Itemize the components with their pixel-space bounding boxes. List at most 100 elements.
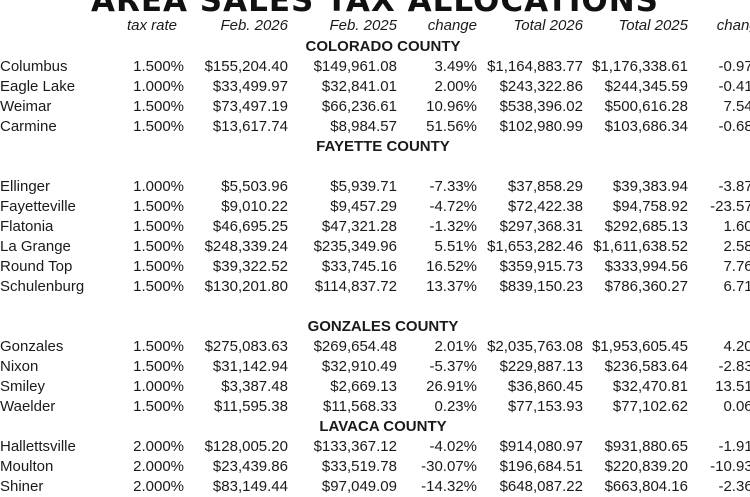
feb-2025-amount: $66,236.61 xyxy=(321,98,397,115)
tax-rate: 1.500% xyxy=(133,278,184,295)
total-2025-amount: $500,616.28 xyxy=(604,98,688,115)
total-2026-amount: $229,887.13 xyxy=(499,358,583,375)
feb-2025-amount: $97,049.09 xyxy=(321,478,397,495)
monthly-change: 10.96% xyxy=(426,98,477,115)
monthly-change: 2.01% xyxy=(434,338,477,355)
monthly-change: 2.00% xyxy=(434,78,477,95)
county-header-row: FAYETTE COUNTY xyxy=(0,137,750,157)
total-2026-amount: $648,087.22 xyxy=(499,478,583,495)
total-2026-amount: $243,322.86 xyxy=(499,78,583,95)
total-change: 6.71% xyxy=(723,278,750,295)
monthly-change: -4.02% xyxy=(429,438,477,455)
county-name: GONZALES COUNTY xyxy=(307,318,459,335)
total-change: -0.68% xyxy=(718,118,750,135)
total-2026-amount: $839,150.23 xyxy=(499,278,583,295)
tax-rate: 1.500% xyxy=(133,198,184,215)
tax-rate: 1.000% xyxy=(133,178,184,195)
city-name: Fayetteville xyxy=(0,198,76,215)
county-name: COLORADO COUNTY xyxy=(305,38,461,55)
total-2026-amount: $538,396.02 xyxy=(499,98,583,115)
county-header-row: LAVACA COUNTY xyxy=(0,417,750,437)
page-title: AREA SALES TAX ALLOCATIONS xyxy=(0,0,750,15)
total-change: -0.97% xyxy=(718,58,750,75)
total-change: 13.51% xyxy=(715,378,750,395)
monthly-change: 0.23% xyxy=(434,398,477,415)
tax-rate: 1.500% xyxy=(133,118,184,135)
feb-2026-amount: $39,322.52 xyxy=(212,258,288,275)
feb-2026-amount: $73,497.19 xyxy=(212,98,288,115)
table-row: Carmine 1.500% $13,617.74 $8,984.57 51.56% $1… xyxy=(0,117,750,137)
table-row: Eagle Lake 1.000% $33,499.97 $32,841.01 2.00… xyxy=(0,77,750,97)
feb-2026-amount: $23,439.86 xyxy=(212,458,288,475)
feb-2026-amount: $13,617.74 xyxy=(212,118,288,135)
total-change: -10.93% xyxy=(710,458,750,475)
total-change: -23.57% xyxy=(710,198,750,215)
city-name: La Grange xyxy=(0,238,71,255)
city-name: Hallettsville xyxy=(0,438,76,455)
feb-2025-amount: $33,745.16 xyxy=(321,258,397,275)
feb-2025-amount: $133,367.12 xyxy=(313,438,397,455)
total-change: 1.60% xyxy=(723,218,750,235)
total-2026-amount: $1,164,883.77 xyxy=(487,58,583,75)
tax-rate: 1.000% xyxy=(133,378,184,395)
monthly-change: -4.72% xyxy=(429,198,477,215)
tax-rate: 1.500% xyxy=(133,218,184,235)
feb-2026-amount: $3,387.48 xyxy=(221,378,288,395)
table-row: Ellinger 1.000% $5,503.96 $5,939.71 -7.33% $3… xyxy=(0,177,750,197)
city-name: Waelder xyxy=(0,398,56,415)
tax-rate: 2.000% xyxy=(133,438,184,455)
feb-2026-amount: $248,339.24 xyxy=(204,238,288,255)
total-2025-amount: $1,611,638.52 xyxy=(593,238,688,255)
total-2025-amount: $103,686.34 xyxy=(604,118,688,135)
total-2025-amount: $39,383.94 xyxy=(612,178,688,195)
total-2026-amount: $102,980.99 xyxy=(499,118,583,135)
table-row: Gonzales 1.500% $275,083.63 $269,654.48 2.01… xyxy=(0,337,750,357)
total-2025-amount: $663,804.16 xyxy=(604,478,688,495)
feb-2026-amount: $9,010.22 xyxy=(221,198,288,215)
total-2025-amount: $1,176,338.61 xyxy=(592,58,688,75)
column-header-tax-rate: tax rate xyxy=(126,17,178,34)
city-name: Weimar xyxy=(0,98,52,115)
total-2026-amount: $2,035,763.08 xyxy=(487,338,583,355)
total-change: 0.06% xyxy=(723,398,750,415)
total-2026-amount: $72,422.38 xyxy=(507,198,583,215)
table-row: Schulenburg 1.500% $130,201.80 $114,837.72 1… xyxy=(0,277,750,297)
sales-tax-table: tax rate Feb. 2026 Feb. 2025 change Tota… xyxy=(0,14,750,497)
feb-2025-amount: $5,939.71 xyxy=(330,178,397,195)
monthly-change: 16.52% xyxy=(426,258,477,275)
city-name: Round Top xyxy=(0,258,73,275)
monthly-change: -30.07% xyxy=(421,458,477,475)
county-header-row: COLORADO COUNTY xyxy=(0,37,750,57)
total-change: 7.76% xyxy=(723,258,750,275)
table-body: COLORADO COUNTY Columbus 1.500% $155,204.40… xyxy=(0,37,750,497)
feb-2025-amount: $235,349.96 xyxy=(313,238,397,255)
city-name: Smiley xyxy=(0,378,46,395)
feb-2026-amount: $130,201.80 xyxy=(204,278,288,295)
city-name: Schulenburg xyxy=(0,278,85,295)
table-row: Smiley 1.000% $3,387.48 $2,669.13 26.91% $36,… xyxy=(0,377,750,397)
total-2026-amount: $196,684.51 xyxy=(499,458,583,475)
table-row: Columbus 1.500% $155,204.40 $149,961.08 3.49… xyxy=(0,57,750,77)
feb-2026-amount: $128,005.20 xyxy=(204,438,288,455)
city-name: Columbus xyxy=(0,58,68,75)
total-2026-amount: $77,153.93 xyxy=(507,398,583,415)
city-name: Moulton xyxy=(0,458,54,475)
feb-2025-amount: $11,568.33 xyxy=(323,398,397,415)
city-name: Eagle Lake xyxy=(0,78,76,95)
total-change: -0.41% xyxy=(718,78,750,95)
column-header-total-2025: Total 2025 xyxy=(618,17,688,34)
tax-rate: 1.500% xyxy=(133,398,184,415)
feb-2025-amount: $114,837.72 xyxy=(314,278,397,295)
table-row: Waelder 1.500% $11,595.38 $11,568.33 0.23% $7… xyxy=(0,397,750,417)
total-change: 7.54% xyxy=(723,98,750,115)
total-2025-amount: $77,102.62 xyxy=(612,398,688,415)
city-name: Carmine xyxy=(0,118,57,135)
total-2026-amount: $297,368.31 xyxy=(499,218,583,235)
monthly-change: -14.32% xyxy=(421,478,477,495)
spacer-row xyxy=(0,157,750,177)
total-2026-amount: $36,860.45 xyxy=(507,378,583,395)
total-change: 4.20% xyxy=(723,338,750,355)
total-2026-amount: $1,653,282.46 xyxy=(487,238,583,255)
total-change: 2.58% xyxy=(723,238,750,255)
total-2025-amount: $292,685.13 xyxy=(604,218,688,235)
